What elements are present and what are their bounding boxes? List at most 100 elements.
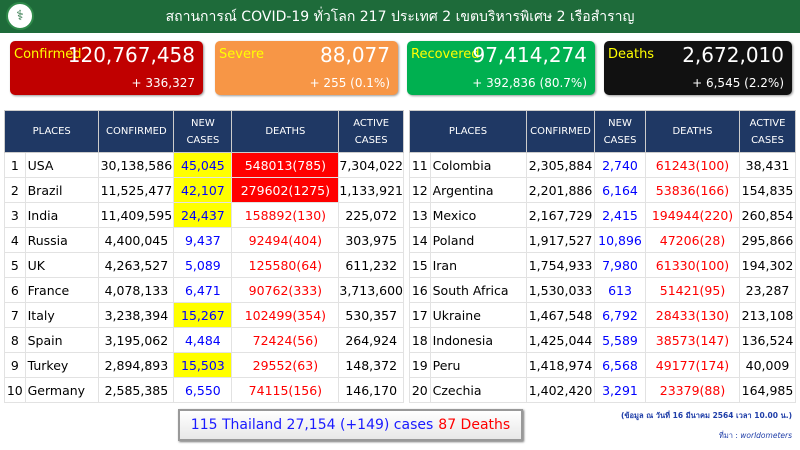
table-row: 20 Czechia 1,402,420 3,291 23379(88) 164… [409, 377, 796, 403]
active-cases: 303,975 [338, 227, 404, 253]
column-header: ACTIVE CASES [338, 110, 404, 153]
thailand-summary: 115 Thailand 27,154 (+149) cases 87 Deat… [178, 409, 523, 441]
new-cases: 15,267 [173, 302, 233, 328]
column-header: CONFIRMED [98, 110, 175, 153]
rank: 20 [409, 377, 431, 403]
table-row: 17 Ukraine 1,467,548 6,792 28433(130) 21… [409, 302, 796, 328]
active-cases: 530,357 [338, 302, 404, 328]
active-cases: 264,924 [338, 327, 404, 353]
active-cases: 7,304,022 [338, 152, 404, 178]
table-row: 14 Poland 1,917,527 10,896 47206(28) 295… [409, 227, 796, 253]
deaths: 72424(56) [231, 327, 340, 353]
confirmed: 11,525,477 [98, 177, 175, 203]
new-cases: 3,291 [594, 377, 646, 403]
column-header: PLACES [3, 110, 100, 153]
rank: 13 [409, 202, 431, 228]
rank: 3 [4, 202, 26, 228]
ranking-table-right: PLACES CONFIRMED NEW CASES DEATHS ACTIVE CASES… [409, 110, 796, 403]
new-cases: 2,740 [594, 152, 646, 178]
rank: 12 [409, 177, 431, 203]
table-row: 8 Spain 3,195,062 4,484 72424(56) 264,92… [4, 327, 404, 353]
place-name: South Africa [429, 277, 528, 303]
table-row: 6 France 4,078,133 6,471 90762(333) 3,71… [4, 277, 404, 303]
place-name: Italy [24, 302, 100, 328]
column-header: DEATHS [231, 110, 340, 153]
new-cases: 5,089 [173, 252, 233, 278]
table-row: 2 Brazil 11,525,477 42,107 279602(1275) … [4, 177, 404, 203]
new-cases: 10,896 [594, 227, 646, 253]
active-cases: 1,133,921 [338, 177, 404, 203]
stat-change: + 6,545 (2.2%) [692, 76, 784, 90]
table-row: 7 Italy 3,238,394 15,267 102499(354) 530… [4, 302, 404, 328]
confirmed: 1,917,527 [526, 227, 595, 253]
deaths: 102499(354) [231, 302, 340, 328]
new-cases: 42,107 [173, 177, 233, 203]
place-name: Turkey [24, 352, 100, 378]
stat-change: + 392,836 (80.7%) [472, 76, 587, 90]
place-name: Argentina [429, 177, 528, 203]
rank: 5 [4, 252, 26, 278]
active-cases: 295,866 [739, 227, 796, 253]
confirmed: 1,467,548 [526, 302, 595, 328]
active-cases: 38,431 [739, 152, 796, 178]
column-header: NEW CASES [173, 110, 233, 153]
column-header: CONFIRMED [526, 110, 595, 153]
active-cases: 213,108 [739, 302, 796, 328]
deaths: 74115(156) [231, 377, 340, 403]
deaths: 194944(220) [645, 202, 740, 228]
table-header: PLACES CONFIRMED NEW CASES DEATHS ACTIVE CASES [3, 110, 404, 153]
new-cases: 6,792 [594, 302, 646, 328]
rank: 18 [409, 327, 431, 353]
place-name: Russia [24, 227, 100, 253]
place-name: Poland [429, 227, 528, 253]
confirmed: 3,238,394 [98, 302, 175, 328]
rank: 10 [4, 377, 26, 403]
thailand-cases: 115 Thailand 27,154 (+149) cases [190, 417, 434, 433]
confirmed: 3,195,062 [98, 327, 175, 353]
column-header: PLACES [409, 110, 527, 153]
table-row: 9 Turkey 2,894,893 15,503 29552(63) 148,… [4, 352, 404, 378]
place-name: Spain [24, 327, 100, 353]
rank: 8 [4, 327, 26, 353]
rank: 6 [4, 277, 26, 303]
new-cases: 4,484 [173, 327, 233, 353]
place-name: Peru [429, 352, 528, 378]
header-bar: ⚕ สถานการณ์ COVID-19 ทั่วโลก 217 ประเทศ … [0, 0, 800, 33]
confirmed: 1,418,974 [526, 352, 595, 378]
new-cases: 15,503 [173, 352, 233, 378]
deaths: 53836(166) [645, 177, 740, 203]
deaths: 49177(174) [645, 352, 740, 378]
place-name: Germany [24, 377, 100, 403]
table-row: 12 Argentina 2,201,886 6,164 53836(166) … [409, 177, 796, 203]
place-name: Ukraine [429, 302, 528, 328]
deaths: 28433(130) [645, 302, 740, 328]
confirmed: 1,530,033 [526, 277, 595, 303]
place-name: India [24, 202, 100, 228]
place-name: Czechia [429, 377, 528, 403]
place-name: Brazil [24, 177, 100, 203]
new-cases: 6,550 [173, 377, 233, 403]
rank: 19 [409, 352, 431, 378]
deaths: 279602(1275) [231, 177, 340, 203]
stat-change: + 336,327 [131, 76, 196, 90]
column-header: NEW CASES [594, 110, 646, 153]
table-row: 5 UK 4,263,527 5,089 125580(64) 611,232 [4, 252, 404, 278]
rank: 14 [409, 227, 431, 253]
stat-label: Deaths [608, 47, 655, 62]
confirmed: 2,305,884 [526, 152, 595, 178]
table-row: 13 Mexico 2,167,729 2,415 194944(220) 26… [409, 202, 796, 228]
table-header: PLACES CONFIRMED NEW CASES DEATHS ACTIVE CASES [409, 110, 796, 153]
stat-card-recovered: Recovered 97,414,274 + 392,836 (80.7%) [407, 41, 595, 95]
confirmed: 4,078,133 [98, 277, 175, 303]
confirmed: 1,754,933 [526, 252, 595, 278]
table-row: 1 USA 30,138,586 45,045 548013(785) 7,30… [4, 152, 404, 178]
source-name: worldometers [740, 431, 792, 440]
thailand-deaths: 87 Deaths [438, 417, 511, 433]
stat-card-deaths: Deaths 2,672,010 + 6,545 (2.2%) [604, 41, 792, 95]
stat-value: 2,672,010 [682, 43, 784, 67]
stat-card-confirmed: Confirmed 120,767,458 + 336,327 [10, 41, 203, 95]
deaths: 47206(28) [645, 227, 740, 253]
active-cases: 260,854 [739, 202, 796, 228]
deaths: 90762(333) [231, 277, 340, 303]
place-name: Colombia [429, 152, 528, 178]
